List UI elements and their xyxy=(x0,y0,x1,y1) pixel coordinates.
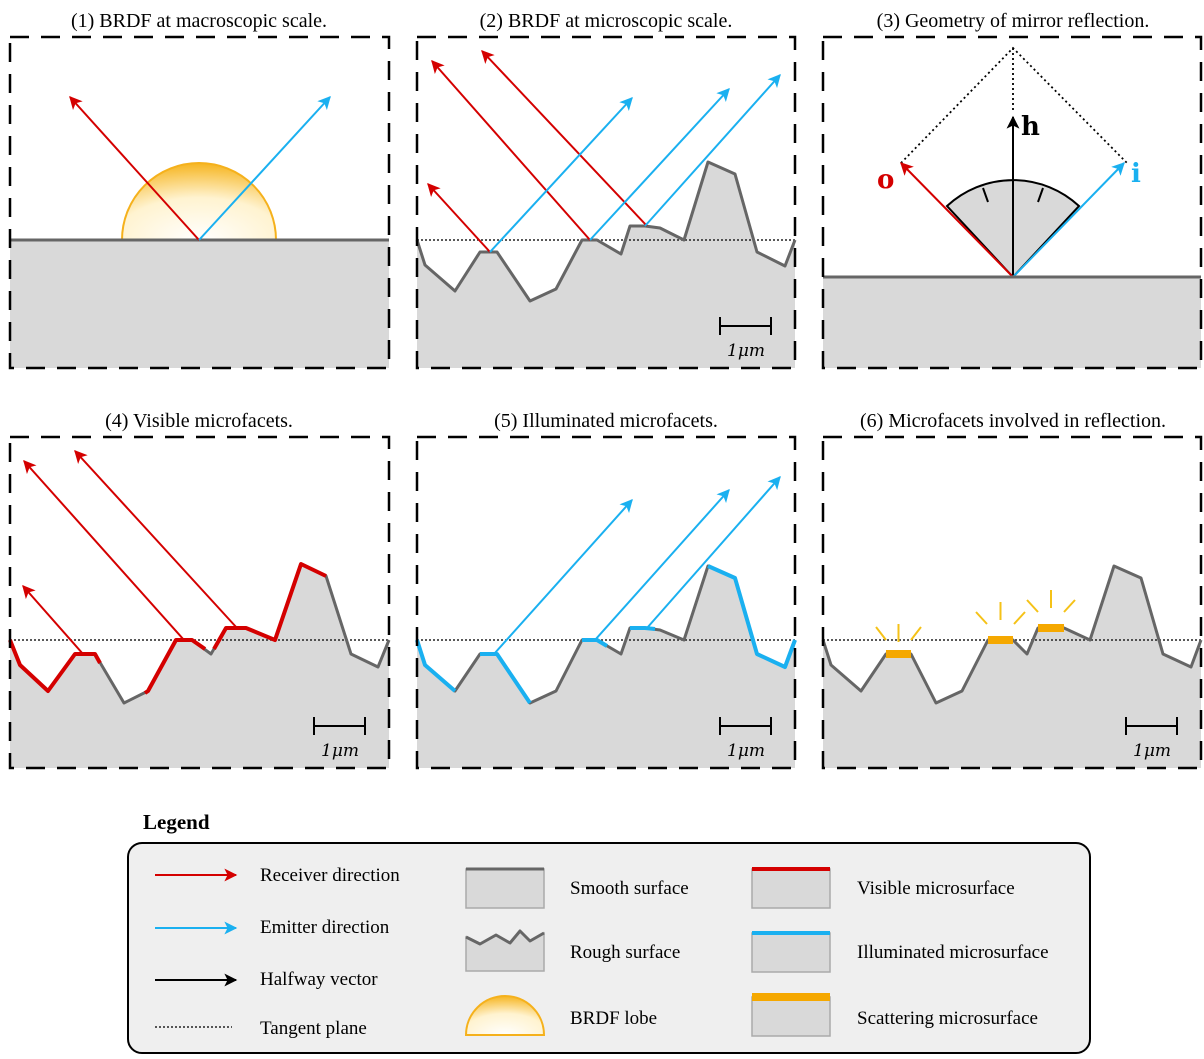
receiver-direction-arrow xyxy=(900,162,1014,278)
legend-item-emitter: Emitter direction xyxy=(155,917,390,938)
rough-surface xyxy=(417,162,795,368)
smooth-surface-icon xyxy=(465,867,545,909)
receiver-direction-arrow xyxy=(69,96,200,241)
brdf-lobe xyxy=(120,162,278,241)
legend-item-smooth: Smooth surface xyxy=(465,867,689,909)
emitter-direction-arrow xyxy=(198,96,331,241)
illuminated-microsurface-icon xyxy=(751,931,831,973)
scattering-microsurface xyxy=(1026,590,1076,632)
legend-label: Smooth surface xyxy=(570,878,689,899)
panel-4: (4) Visible microfacets. 1μm xyxy=(8,410,391,770)
scale-bar: 1μm xyxy=(313,717,366,761)
panel-2-title: (2) BRDF at microscopic scale. xyxy=(480,10,733,32)
angle-tick xyxy=(1037,187,1044,203)
rough-surface xyxy=(417,566,795,768)
rough-surface-icon xyxy=(465,929,545,972)
smooth-surface xyxy=(823,277,1201,368)
rough-surface xyxy=(823,566,1201,768)
panel-6-frame xyxy=(821,435,1203,770)
receiver-direction-arrow xyxy=(427,183,491,253)
illuminated-microsurface xyxy=(415,639,457,693)
illuminated-microsurface xyxy=(707,564,797,669)
receiver-direction-arrow xyxy=(431,60,591,241)
illuminated-microsurface xyxy=(630,626,656,631)
emitter-vector-label: i xyxy=(1131,159,1141,189)
scattering-microsurface xyxy=(975,602,1026,644)
scale-bar: 1μm xyxy=(719,717,772,761)
legend-label: Visible microsurface xyxy=(857,878,1015,899)
legend-heading: Legend xyxy=(143,810,210,834)
legend-label: Tangent plane xyxy=(260,1018,367,1039)
visible-microsurface-icon xyxy=(751,867,831,909)
panel-3-title: (3) Geometry of mirror reflection. xyxy=(877,10,1150,32)
emitter-direction-arrow xyxy=(646,476,781,629)
legend-label: BRDF lobe xyxy=(570,1008,657,1029)
receiver-direction-arrow xyxy=(22,585,84,655)
receiver-direction-arrow xyxy=(74,450,238,629)
panel-6: (6) Microfacets involved in reflection. xyxy=(821,410,1203,770)
scale-bar-label: 1μm xyxy=(321,741,359,761)
panel-4-title: (4) Visible microfacets. xyxy=(105,410,293,432)
rough-surface-line xyxy=(415,160,797,303)
panel-4-frame xyxy=(8,435,391,770)
smooth-surface xyxy=(10,240,389,368)
emitter-direction-arrow xyxy=(489,97,633,253)
legend-item-halfway: Halfway vector xyxy=(155,969,378,990)
legend-item-lobe: BRDF lobe xyxy=(464,995,657,1036)
emitter-direction-arrow xyxy=(594,489,730,641)
visible-microsurface xyxy=(8,639,102,693)
panel-1-frame xyxy=(8,35,391,370)
legend: Legend Receiver direction Emitter direct… xyxy=(127,810,1091,1054)
halfway-vector-label: h xyxy=(1021,112,1040,142)
scale-bar: 1μm xyxy=(1125,717,1178,761)
scale-bar-label: 1μm xyxy=(1133,741,1171,761)
panel-6-title: (6) Microfacets involved in reflection. xyxy=(860,410,1166,432)
brdf-lobe-icon xyxy=(464,995,546,1036)
legend-label: Receiver direction xyxy=(260,865,400,886)
emitter-direction-arrow xyxy=(1012,162,1125,278)
visible-microsurface xyxy=(212,562,327,650)
legend-item-scattering: Scattering microsurface xyxy=(751,993,1038,1037)
emitter-direction-arrow xyxy=(644,74,781,227)
illuminated-microsurface xyxy=(582,638,609,648)
receiver-direction-arrow xyxy=(481,50,648,227)
emitter-direction-arrow xyxy=(589,88,730,241)
panel-5: (5) Illuminated microfacets. 1μm xyxy=(415,410,797,770)
legend-item-visible: Visible microsurface xyxy=(751,867,1015,909)
panel-2: (2) BRDF at microscopic scale. 1μm xyxy=(415,10,797,370)
legend-item-rough: Rough surface xyxy=(465,929,680,972)
panel-3-frame xyxy=(821,35,1203,370)
legend-label: Scattering microsurface xyxy=(857,1008,1038,1029)
emitter-direction-arrow xyxy=(493,499,633,655)
panel-5-title: (5) Illuminated microfacets. xyxy=(494,410,718,432)
receiver-direction-arrow xyxy=(23,460,185,641)
legend-box xyxy=(127,842,1091,1054)
panel-1-title: (1) BRDF at macroscopic scale. xyxy=(71,10,327,32)
legend-label: Emitter direction xyxy=(260,917,390,938)
legend-label: Illuminated microsurface xyxy=(857,942,1049,963)
rough-surface-line xyxy=(821,564,1203,705)
scale-bar: 1μm xyxy=(719,317,772,361)
legend-item-illuminated: Illuminated microsurface xyxy=(751,931,1049,973)
angle-tick xyxy=(982,187,989,203)
panel-3: (3) Geometry of mirror reflection. h o i xyxy=(821,10,1203,370)
illuminated-microsurface xyxy=(480,652,532,705)
legend-label: Halfway vector xyxy=(260,969,378,990)
legend-label: Rough surface xyxy=(570,942,680,963)
rough-surface xyxy=(10,564,389,768)
visible-microsurface xyxy=(143,638,207,695)
legend-item-tangent: Tangent plane xyxy=(155,1018,367,1039)
scattering-microsurface-icon xyxy=(751,993,831,1037)
scattering-microsurface xyxy=(875,624,922,658)
panel-5-frame xyxy=(415,435,797,770)
panel-2-frame xyxy=(415,35,797,370)
panel-1: (1) BRDF at macroscopic scale. xyxy=(8,10,391,370)
legend-item-receiver: Receiver direction xyxy=(155,865,400,886)
receiver-vector-label: o xyxy=(877,165,894,195)
scale-bar-label: 1μm xyxy=(727,341,765,361)
scale-bar-label: 1μm xyxy=(727,741,765,761)
